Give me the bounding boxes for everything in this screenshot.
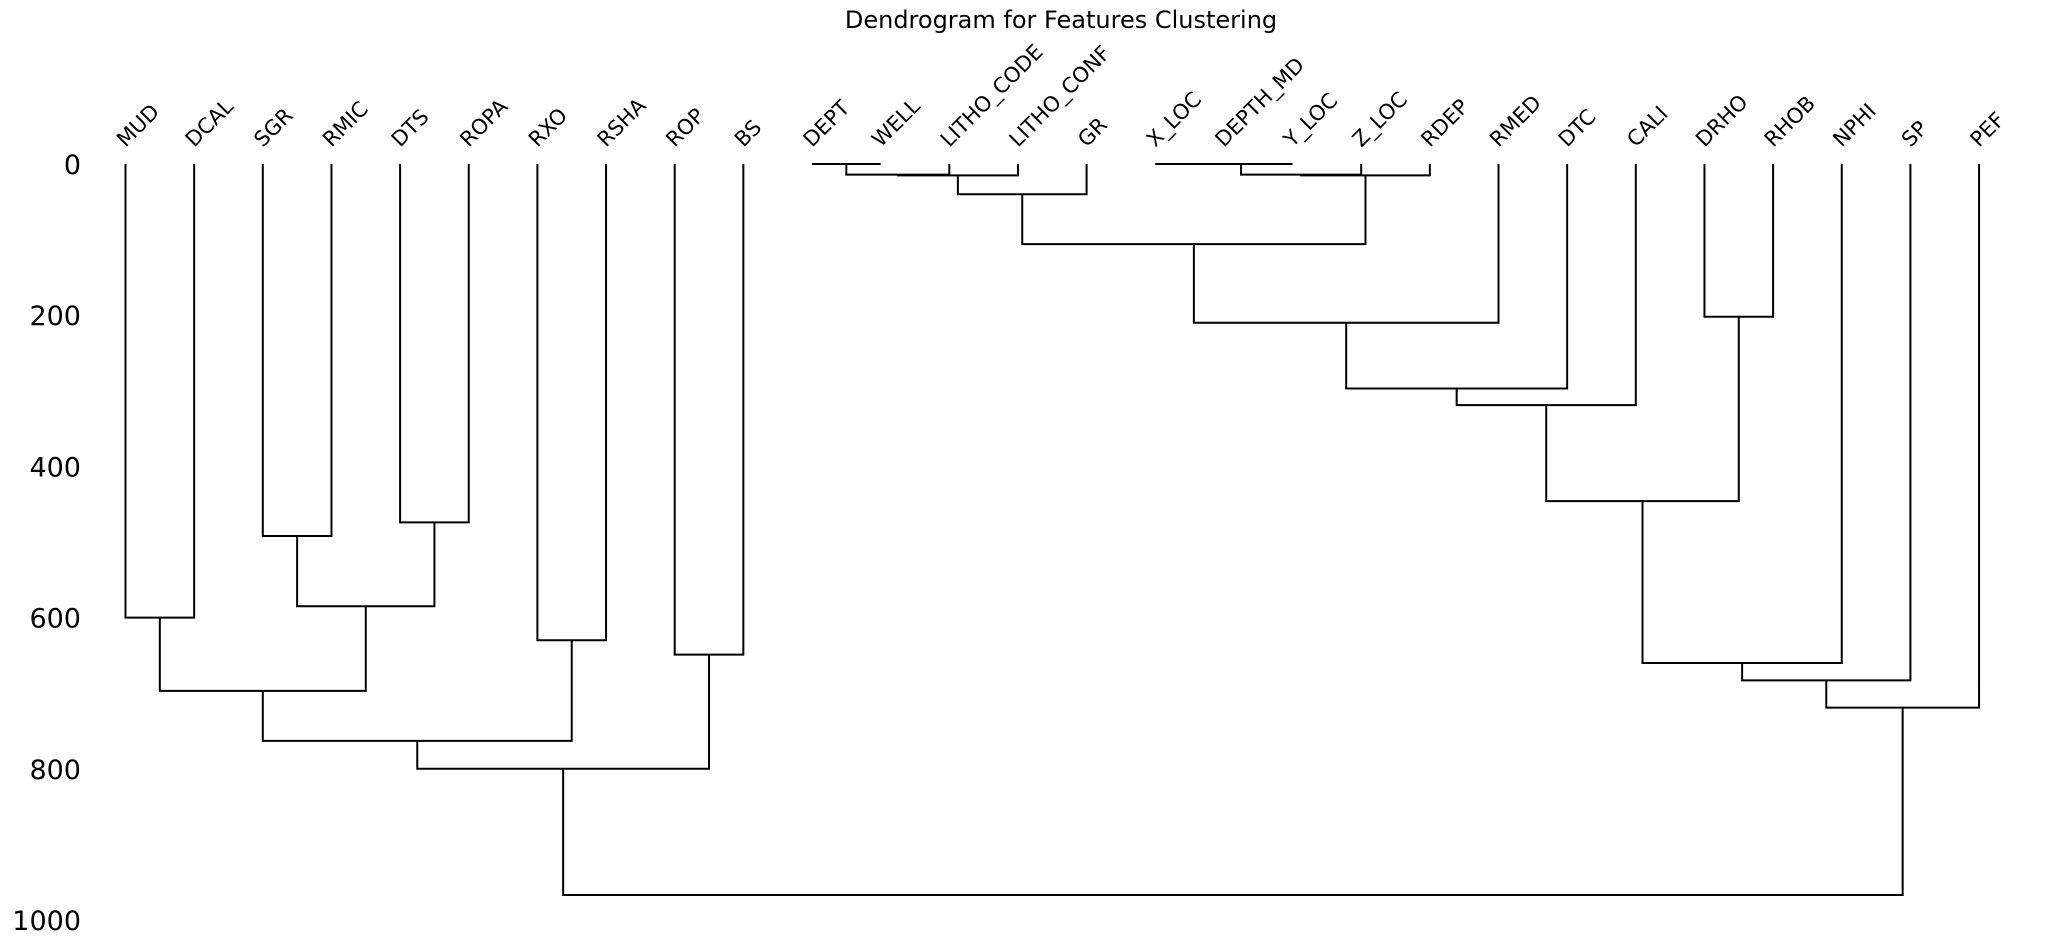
dendrogram-link-16 <box>296 522 436 608</box>
leaf-label-y-loc: Y_LOC <box>1278 88 1343 153</box>
dendrogram-link-13 <box>1545 316 1740 503</box>
dendrogram-link-23 <box>1825 164 1981 709</box>
dendrogram-link-17 <box>124 164 196 619</box>
dendrogram-link-3 <box>845 164 951 176</box>
dendrogram-link-19 <box>673 164 745 656</box>
leaf-label-drho: DRHO <box>1691 90 1753 152</box>
dendrogram-link-8 <box>1021 175 1367 246</box>
leaf-label-rdep: RDEP <box>1416 94 1473 151</box>
leaf-label-dts: DTS <box>387 105 434 152</box>
leaf-label-mud: MUD <box>112 99 164 151</box>
dendrogram-link-22 <box>158 606 367 692</box>
leaf-label-sgr: SGR <box>249 103 297 151</box>
dendrogram-link-12 <box>1455 164 1637 407</box>
y-tick-label: 600 <box>29 604 81 635</box>
leaf-label-nphi: NPHI <box>1828 99 1881 152</box>
leaf-label-ropa: ROPA <box>455 94 513 152</box>
dendrogram-link-15 <box>261 164 333 537</box>
dendrogram-link-18 <box>536 164 608 642</box>
y-tick-label: 800 <box>29 755 81 786</box>
leaf-label-rxo: RXO <box>524 103 572 151</box>
dendrogram-link-4 <box>1240 164 1363 176</box>
y-tick-label: 1000 <box>12 906 81 937</box>
chart-title: Dendrogram for Features Clustering <box>845 6 1277 34</box>
leaf-label-gr: GR <box>1073 113 1112 152</box>
leaf-label-sp: SP <box>1897 116 1932 151</box>
leaf-label-rsha: RSHA <box>593 93 651 151</box>
leaf-label-rhob: RHOB <box>1760 91 1820 151</box>
dendrogram-link-20 <box>1641 164 1843 664</box>
y-tick-label: 200 <box>29 301 81 332</box>
y-tick-label: 0 <box>64 150 81 181</box>
leaf-label-dcal: DCAL <box>181 94 238 151</box>
leaf-label-cali: CALI <box>1622 101 1672 151</box>
leaf-label-dtc: DTC <box>1554 105 1601 152</box>
dendrogram-link-14 <box>399 164 470 524</box>
leaf-label-rmed: RMED <box>1485 91 1546 152</box>
leaf-label-bs: BS <box>730 115 766 151</box>
dendrogram-link-26 <box>562 707 1904 897</box>
dendrogram-link-25 <box>416 654 711 770</box>
leaf-label-rop: ROP <box>661 104 709 152</box>
dendrogram-link-7 <box>956 164 1088 196</box>
dendrogram-link-11 <box>1345 164 1569 390</box>
leaf-label-dept: DEPT <box>799 96 855 152</box>
leaf-labels: MUD DCAL SGR RMIC DTS ROPA RXO RSHA ROP BS DEPT WEL… <box>112 40 2009 153</box>
leaf-label-rmic: RMIC <box>318 97 373 152</box>
y-tick-label: 400 <box>29 452 81 483</box>
dendrogram-links <box>124 163 1981 897</box>
leaf-label-z-loc: Z_LOC <box>1348 87 1413 152</box>
leaf-label-x-loc: X_LOC <box>1142 87 1207 152</box>
leaf-label-well: WELL <box>867 94 925 152</box>
leaf-label-pef: PEF <box>1966 108 2010 152</box>
dendrogram-link-9 <box>1703 164 1775 318</box>
y-axis: 0 200 400 600 800 1000 <box>12 150 81 937</box>
dendrogram-link-21 <box>1741 164 1912 682</box>
